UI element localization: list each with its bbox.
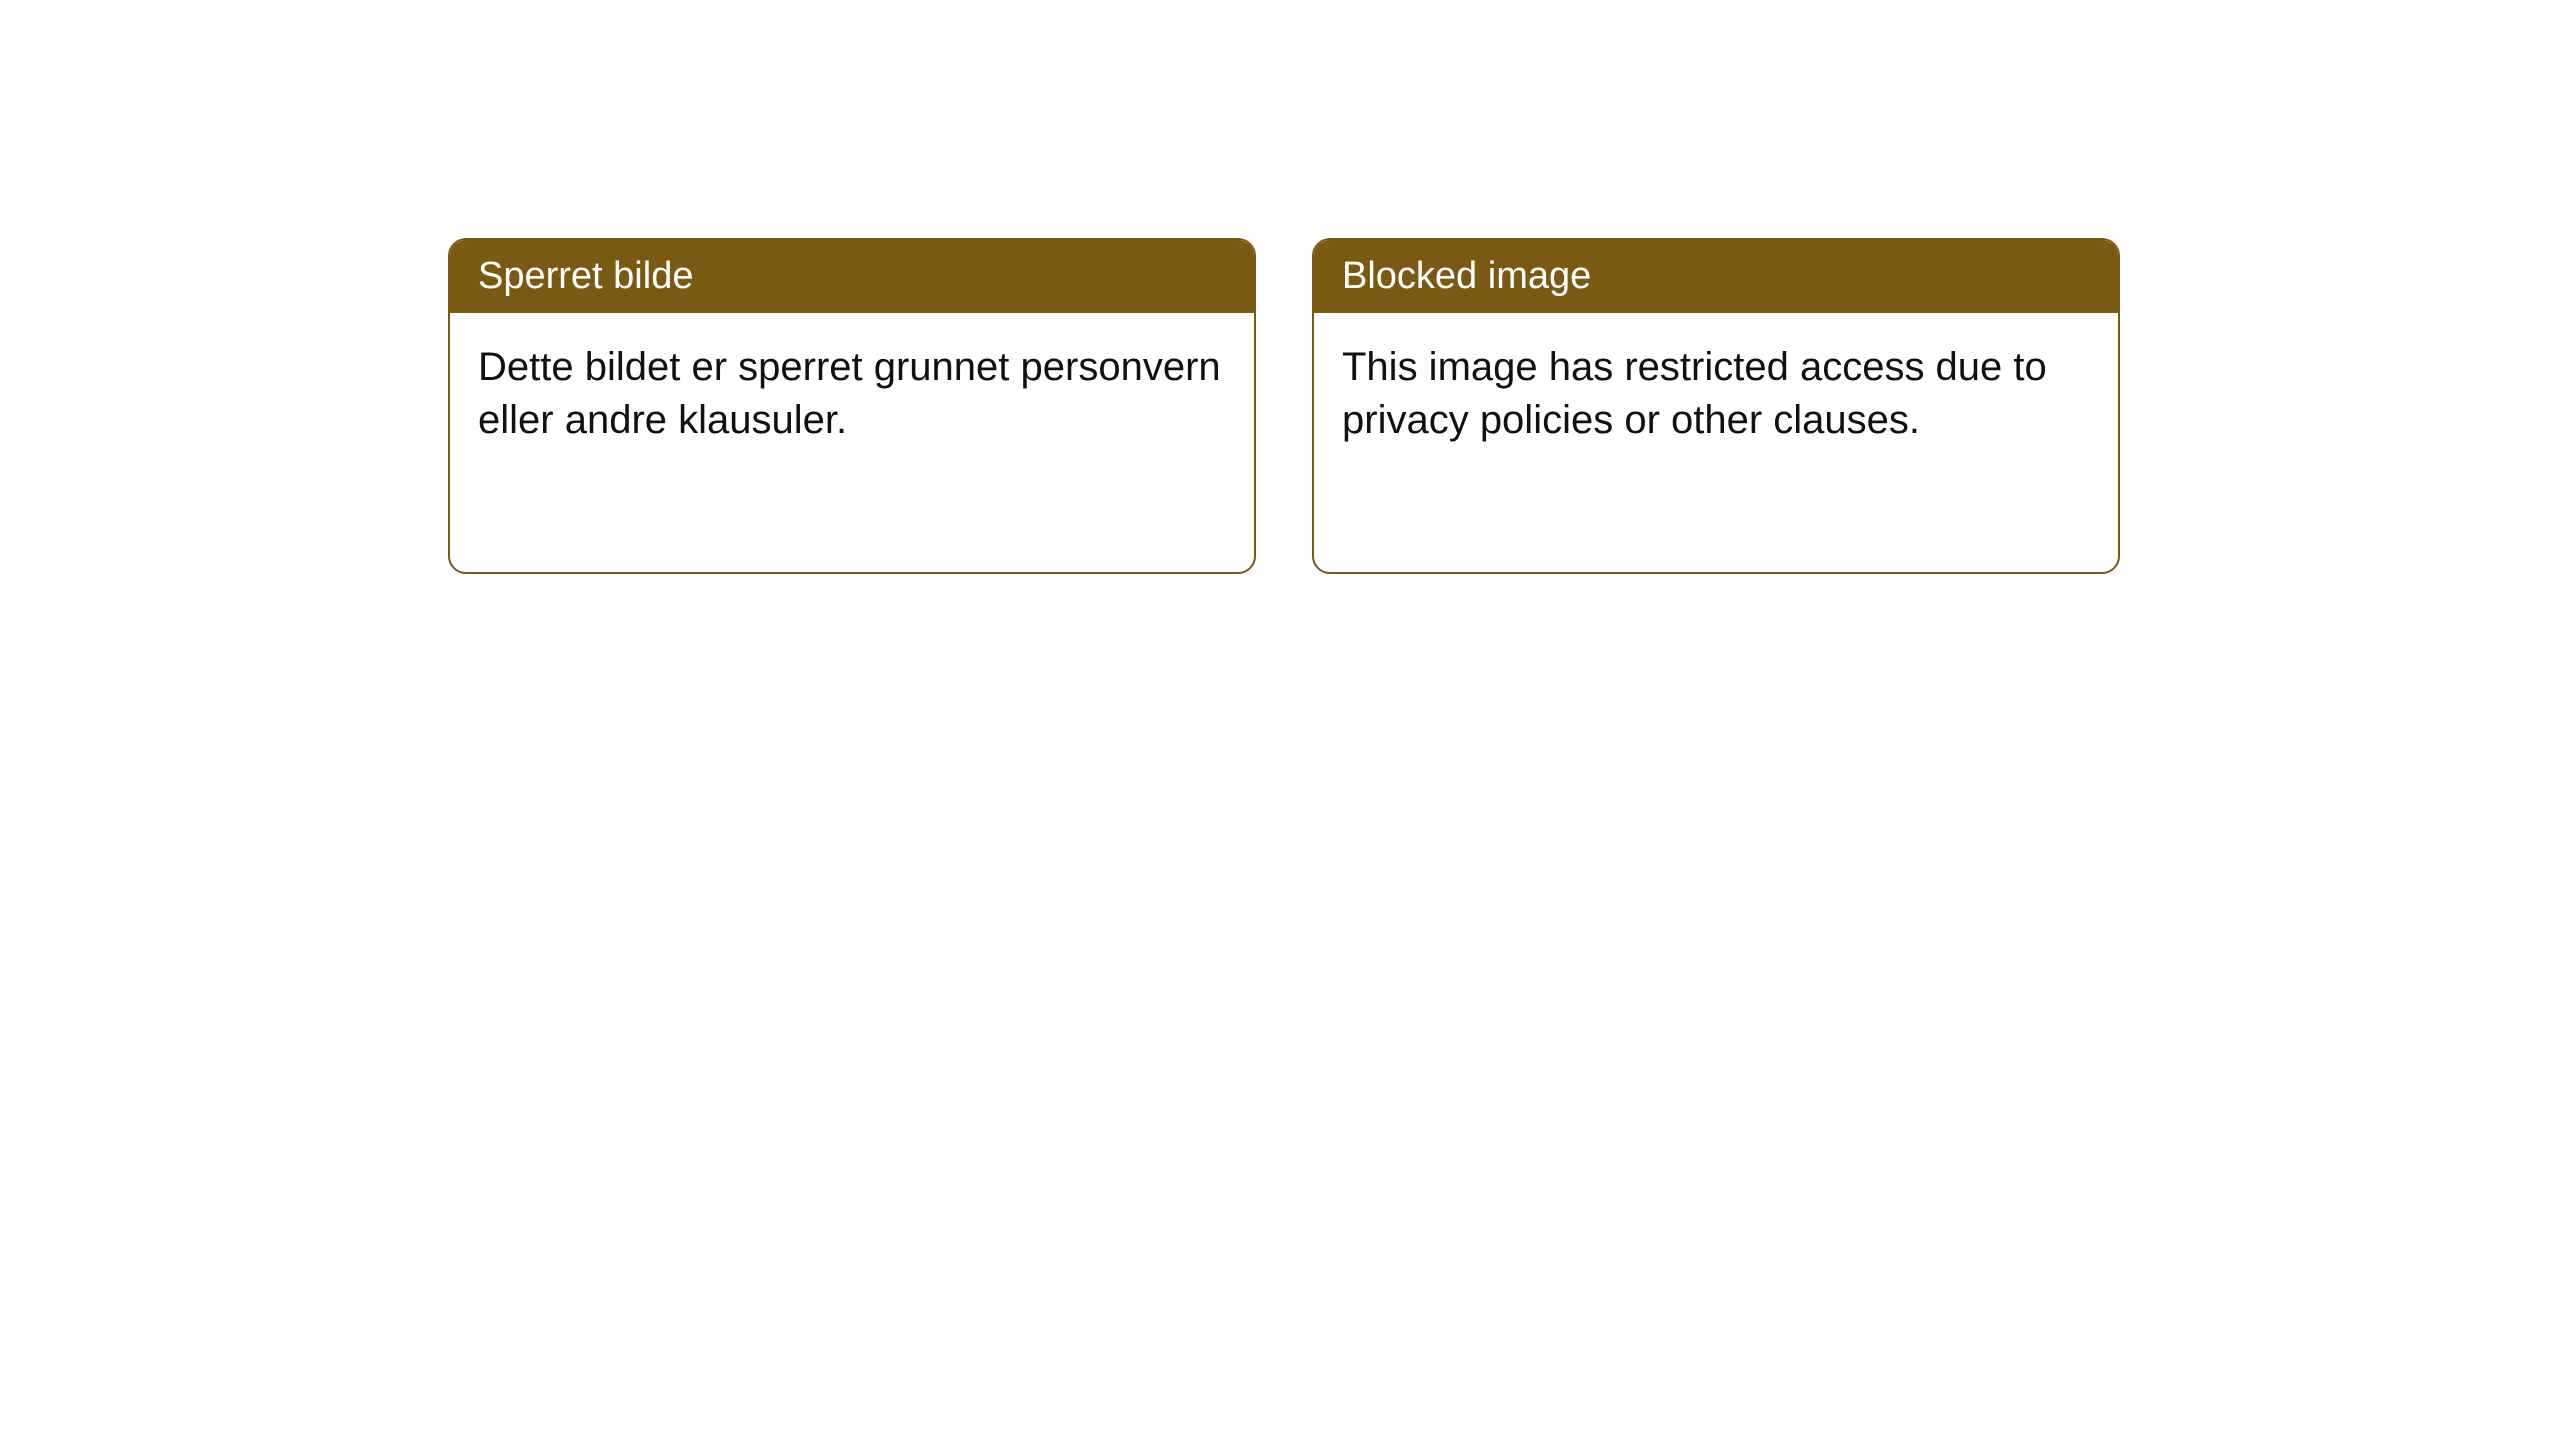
notice-message: Dette bildet er sperret grunnet personve… — [478, 345, 1221, 442]
notice-message: This image has restricted access due to … — [1342, 345, 2047, 442]
notice-card-norwegian: Sperret bilde Dette bildet er sperret gr… — [448, 238, 1256, 574]
notice-card-header: Blocked image — [1314, 240, 2118, 313]
notice-card-english: Blocked image This image has restricted … — [1312, 238, 2120, 574]
notice-title: Blocked image — [1342, 255, 1591, 297]
notice-card-body: This image has restricted access due to … — [1314, 313, 2118, 475]
notice-title: Sperret bilde — [478, 255, 693, 297]
notice-card-header: Sperret bilde — [450, 240, 1254, 313]
notice-container: Sperret bilde Dette bildet er sperret gr… — [0, 0, 2560, 574]
notice-card-body: Dette bildet er sperret grunnet personve… — [450, 313, 1254, 475]
